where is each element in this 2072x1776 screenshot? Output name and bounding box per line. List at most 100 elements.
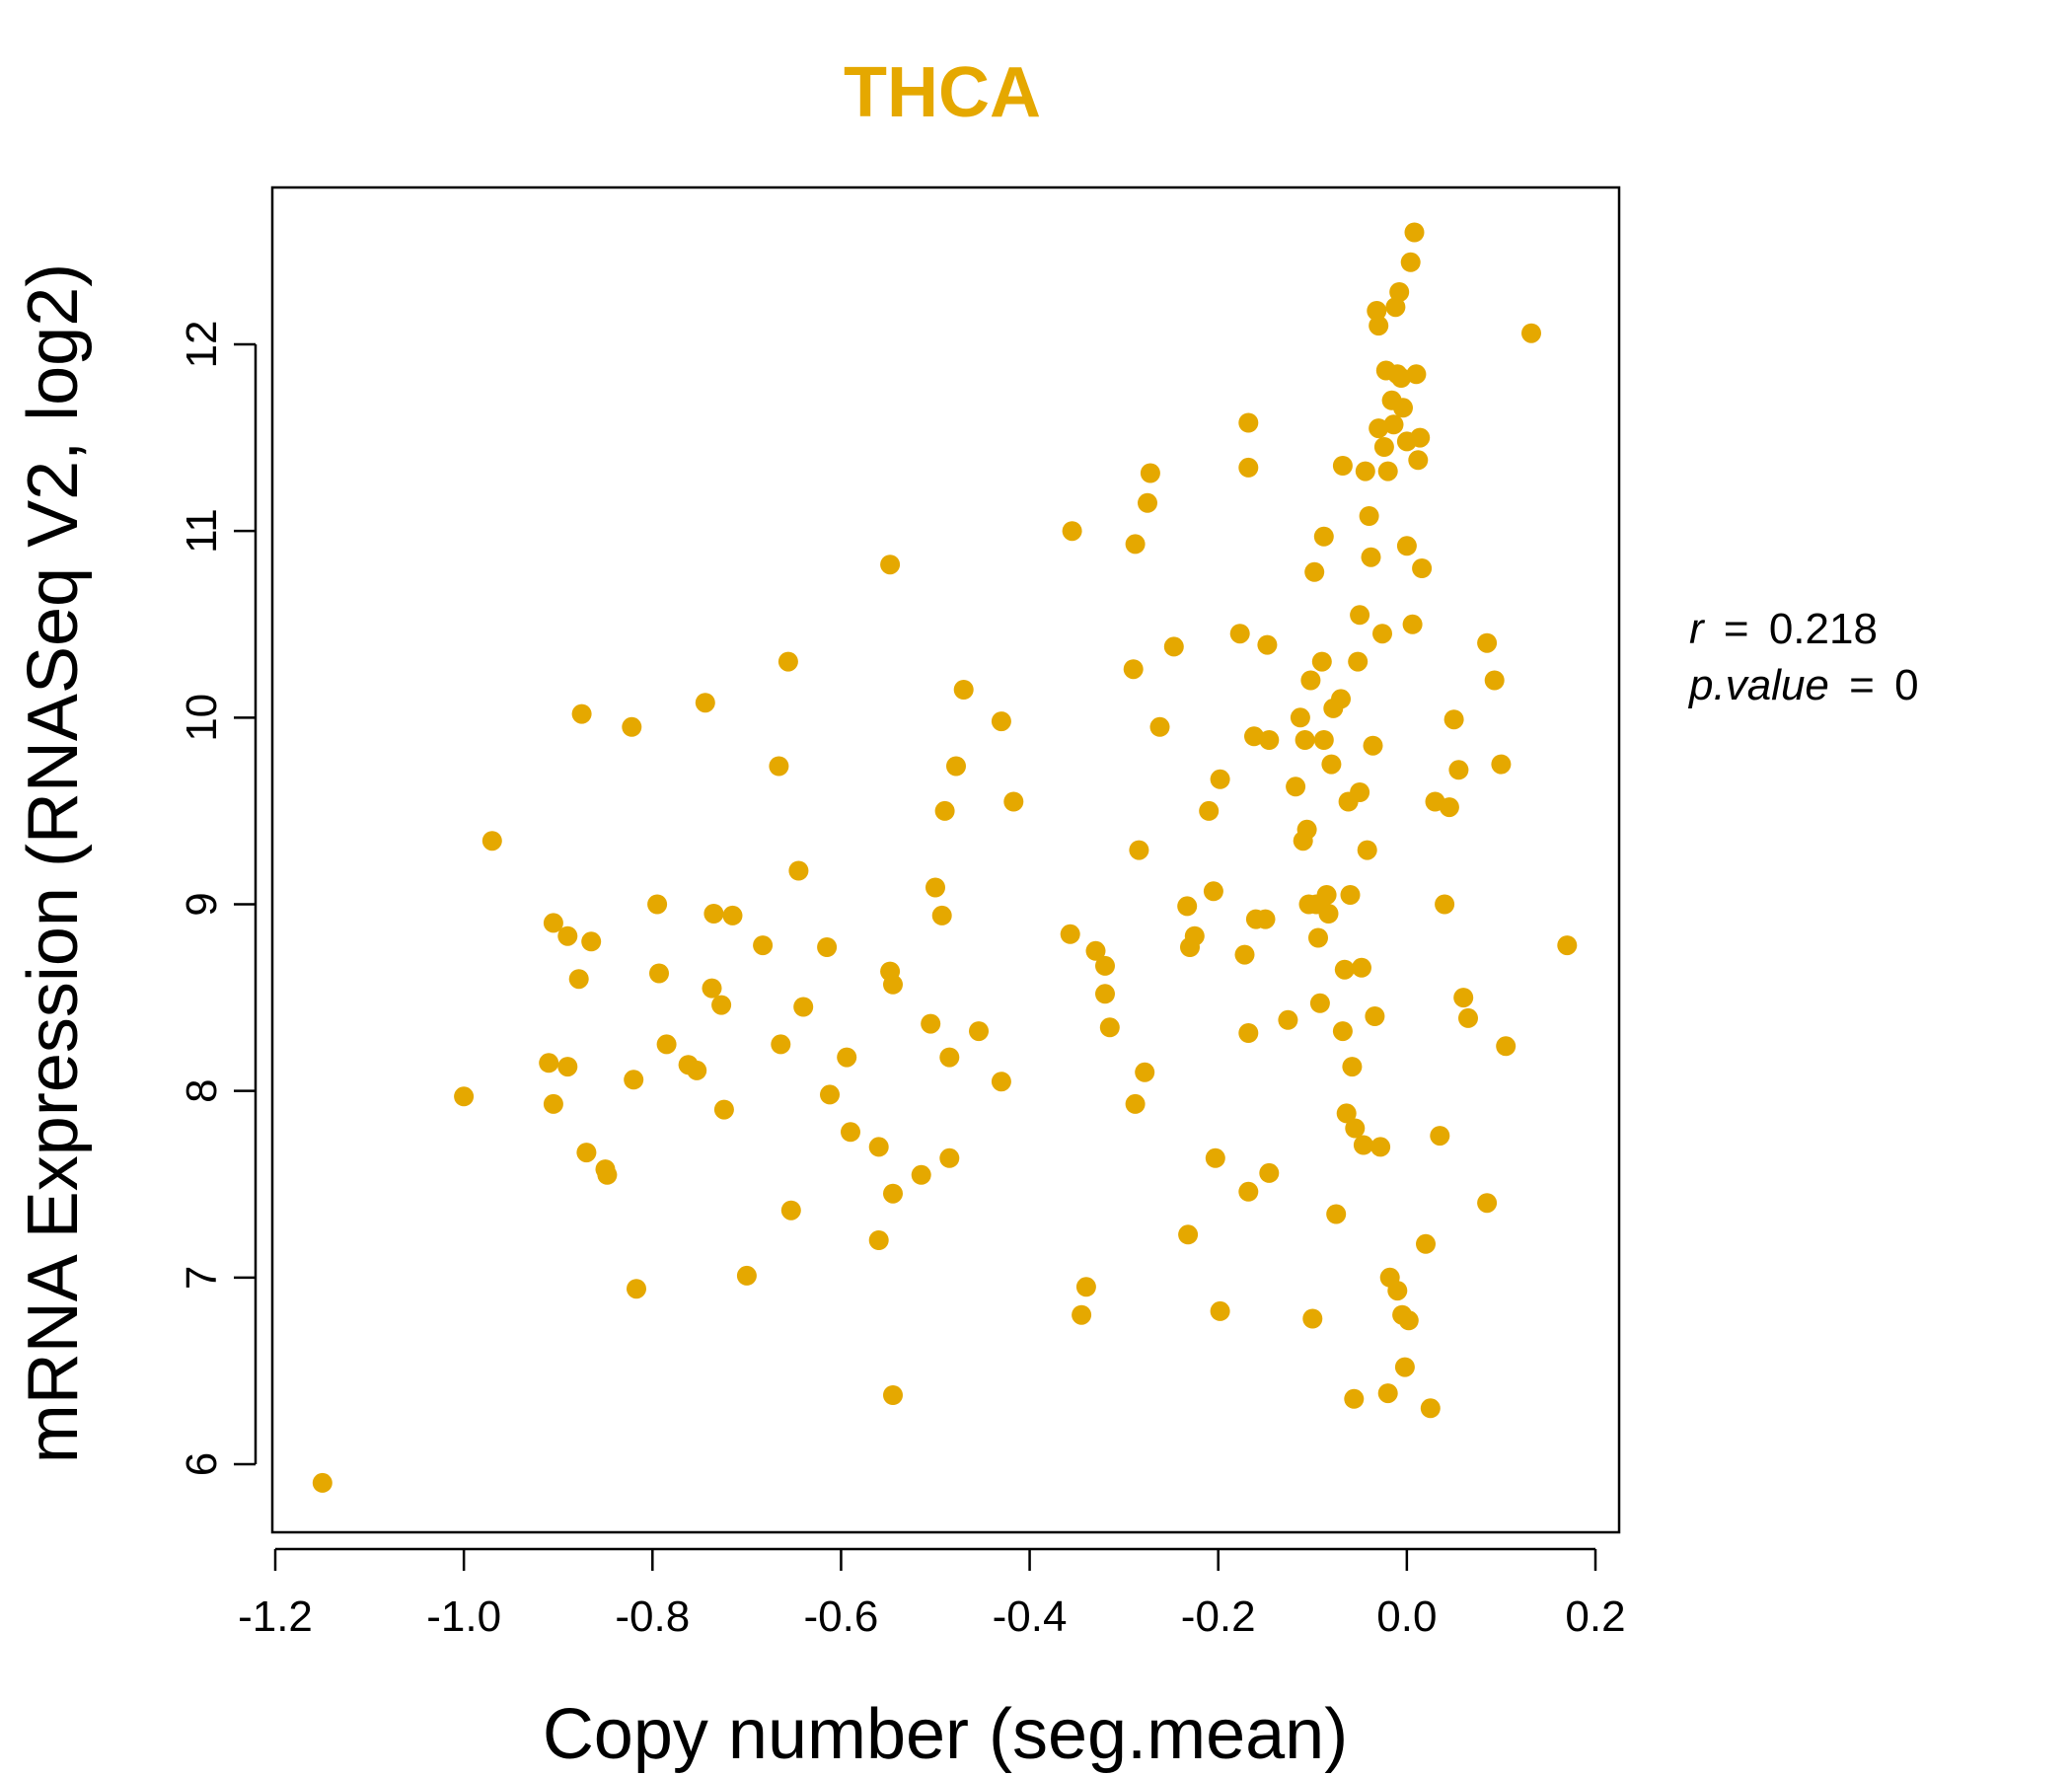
data-point-56 — [969, 1021, 989, 1042]
data-point-99 — [1286, 777, 1306, 797]
data-point-137 — [1361, 547, 1381, 567]
data-point-11 — [581, 931, 602, 952]
data-point-77 — [1177, 896, 1198, 917]
data-point-7 — [557, 1057, 578, 1077]
data-point-110 — [1309, 993, 1330, 1013]
data-point-100 — [1290, 707, 1310, 728]
data-point-123 — [1336, 1103, 1357, 1124]
data-point-113 — [1313, 730, 1334, 750]
data-point-85 — [1210, 1300, 1230, 1321]
r-equals: = — [1724, 605, 1749, 653]
data-point-59 — [1003, 791, 1024, 812]
p-equals: = — [1849, 661, 1875, 709]
x-axis: -1.2 -1.0 -0.8 -0.6 -0.4 -0.2 0.0 0.2 — [238, 1547, 1626, 1641]
data-point-131 — [1350, 782, 1370, 802]
data-point-87 — [1234, 944, 1255, 965]
data-point-97 — [1259, 1162, 1280, 1183]
data-point-66 — [1095, 984, 1115, 1004]
data-point-55 — [953, 680, 974, 700]
data-point-63 — [1072, 1304, 1092, 1325]
data-points — [312, 222, 1578, 1493]
r-statistic: r = 0.218 — [1689, 605, 1878, 653]
data-point-141 — [1369, 418, 1389, 439]
data-point-81 — [1199, 800, 1220, 821]
data-point-68 — [1123, 659, 1144, 680]
data-point-147 — [1377, 461, 1398, 481]
data-point-19 — [656, 1034, 677, 1055]
data-point-30 — [769, 756, 789, 777]
data-point-88 — [1238, 412, 1259, 433]
data-point-75 — [1149, 716, 1170, 737]
data-point-169 — [1412, 558, 1433, 578]
p-value: 0 — [1894, 661, 1918, 709]
data-point-64 — [1085, 940, 1106, 961]
data-point-132 — [1352, 957, 1371, 978]
data-point-51 — [934, 800, 955, 821]
data-point-182 — [1484, 670, 1505, 691]
data-point-80 — [1184, 925, 1205, 946]
data-point-25 — [711, 995, 732, 1015]
data-point-175 — [1439, 797, 1459, 818]
data-point-6 — [557, 925, 578, 946]
data-point-9 — [568, 969, 589, 990]
data-point-32 — [777, 651, 798, 672]
data-point-158 — [1393, 398, 1413, 418]
data-point-18 — [649, 963, 669, 984]
data-point-142 — [1369, 316, 1389, 336]
data-point-57 — [991, 711, 1011, 732]
x-tick-label-0: -1.2 — [238, 1592, 313, 1641]
data-point-5 — [543, 1093, 563, 1114]
p-label: p.value — [1687, 661, 1829, 709]
data-point-47 — [911, 1164, 931, 1185]
data-point-3 — [539, 1053, 559, 1073]
data-point-37 — [820, 1084, 840, 1105]
data-point-34 — [788, 860, 809, 881]
x-tick-label-3: -0.6 — [804, 1592, 879, 1641]
data-point-94 — [1255, 909, 1276, 929]
data-point-171 — [1420, 1398, 1441, 1419]
data-point-15 — [624, 1070, 644, 1090]
data-point-148 — [1377, 1383, 1398, 1404]
data-point-176 — [1443, 709, 1464, 730]
y-tick-label-5: 11 — [178, 508, 226, 554]
data-point-44 — [883, 974, 903, 995]
data-point-40 — [868, 1137, 889, 1157]
data-point-134 — [1355, 461, 1375, 481]
data-point-38 — [837, 1047, 857, 1068]
data-point-31 — [771, 1034, 791, 1055]
data-point-145 — [1373, 437, 1394, 457]
data-point-1 — [454, 1086, 475, 1107]
data-point-162 — [1398, 1310, 1419, 1331]
data-point-127 — [1344, 1388, 1365, 1409]
data-point-122 — [1334, 959, 1355, 980]
data-point-83 — [1205, 1147, 1225, 1168]
y-tick-label-6: 12 — [178, 321, 226, 369]
y-tick-label-2: 8 — [178, 1078, 226, 1102]
data-point-151 — [1383, 414, 1404, 435]
x-ticks: -1.2 -1.0 -0.8 -0.6 -0.4 -0.2 0.0 0.2 — [238, 1549, 1626, 1641]
data-point-45 — [883, 1183, 903, 1204]
data-point-159 — [1394, 1357, 1415, 1377]
data-point-115 — [1318, 904, 1339, 924]
data-point-95 — [1257, 634, 1278, 655]
data-point-164 — [1402, 614, 1423, 634]
data-point-179 — [1458, 1007, 1478, 1028]
data-point-71 — [1129, 840, 1149, 860]
correlation-annotation: r = 0.218 p.value = 0 — [1687, 605, 1919, 709]
data-point-36 — [817, 937, 838, 957]
data-point-72 — [1135, 1062, 1155, 1082]
data-point-98 — [1278, 1009, 1298, 1030]
data-point-102 — [1295, 730, 1315, 750]
data-point-42 — [880, 555, 901, 575]
data-point-17 — [647, 894, 668, 915]
data-point-154 — [1387, 1281, 1408, 1301]
data-point-91 — [1238, 1181, 1259, 1202]
data-point-92 — [1244, 726, 1264, 747]
data-point-184 — [1496, 1036, 1517, 1057]
data-point-183 — [1491, 754, 1512, 775]
data-point-155 — [1389, 282, 1410, 302]
data-point-114 — [1316, 885, 1337, 905]
data-point-161 — [1396, 536, 1417, 556]
